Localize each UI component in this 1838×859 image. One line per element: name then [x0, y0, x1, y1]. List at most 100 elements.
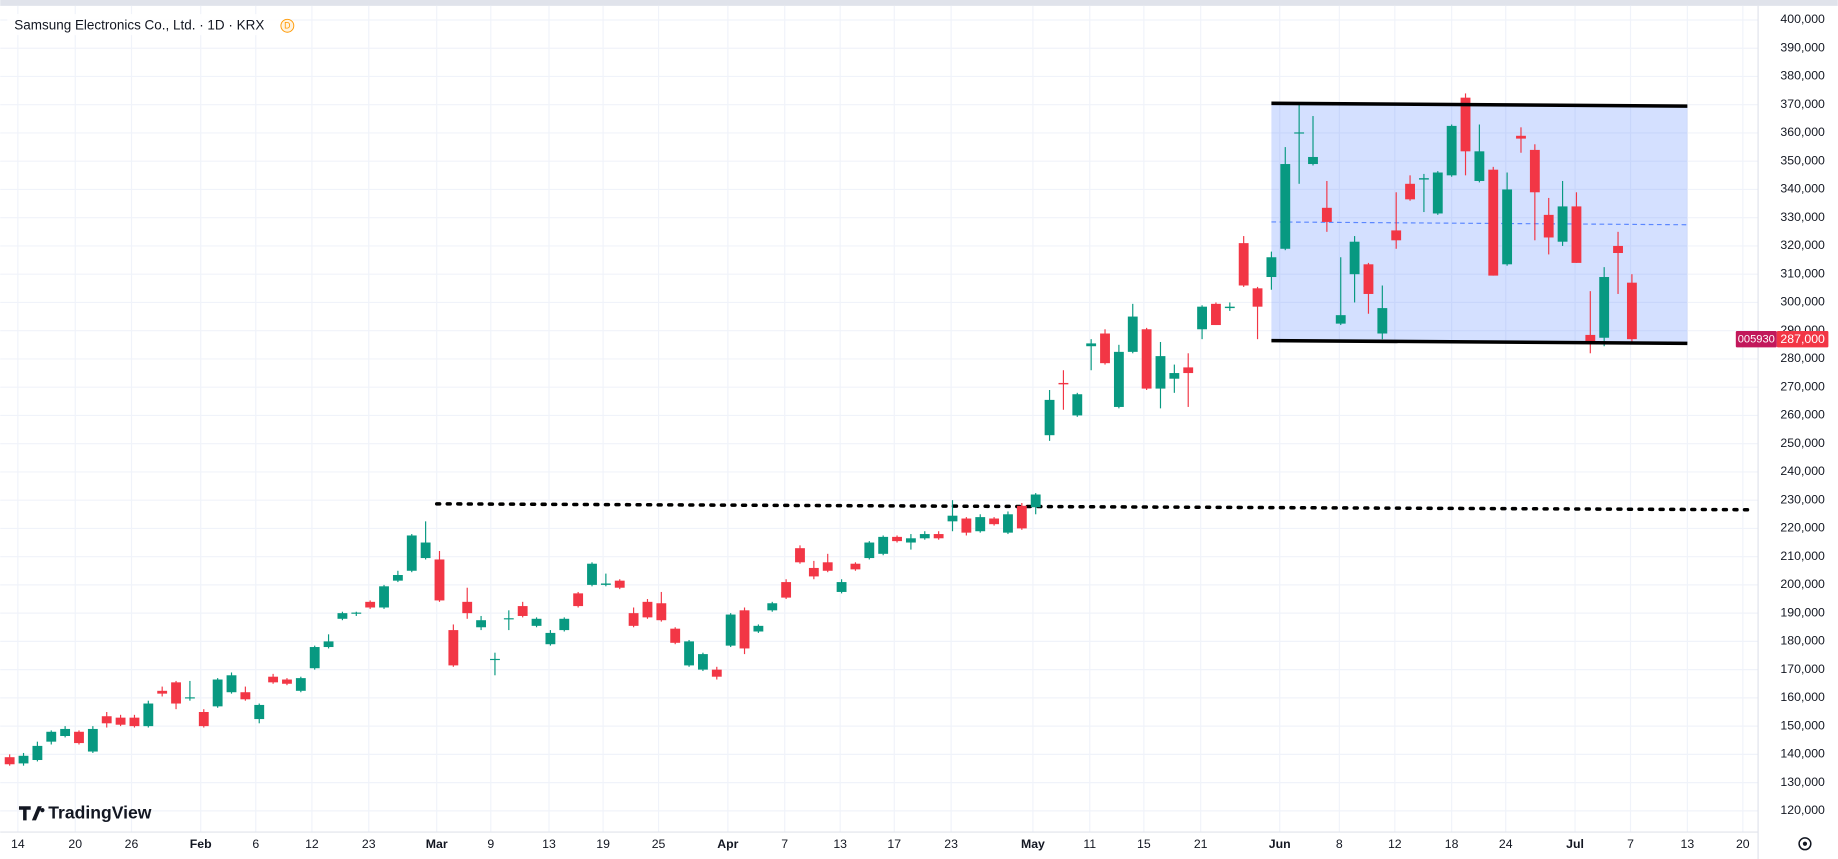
candle-body — [905, 538, 916, 543]
x-tick-label: 8 — [1336, 837, 1343, 851]
candle-body — [309, 647, 320, 669]
x-tick-label: 20 — [68, 837, 82, 851]
y-tick-label: 260,000 — [1780, 408, 1825, 422]
y-tick-label: 280,000 — [1780, 351, 1825, 365]
y-tick-label: 130,000 — [1780, 775, 1825, 789]
candle-body — [1377, 308, 1388, 334]
candle-body — [795, 548, 805, 563]
candle-body — [365, 601, 376, 608]
candle-body — [476, 620, 487, 628]
candle-body — [32, 745, 43, 761]
x-tick-label: 21 — [1194, 837, 1208, 851]
candle-body — [420, 542, 431, 559]
candle-body — [1613, 245, 1623, 254]
y-tick-label: 190,000 — [1780, 605, 1825, 619]
candle-body — [864, 542, 875, 559]
candle-body — [351, 612, 362, 614]
x-tick-label: 20 — [1736, 837, 1750, 851]
x-tick-label: 13 — [1681, 837, 1695, 851]
candle-body — [822, 562, 833, 571]
x-tick-label: Feb — [190, 837, 212, 851]
candle-body — [517, 606, 528, 616]
candle-body — [434, 559, 445, 601]
candle-body — [1585, 334, 1596, 344]
candle-body — [1211, 303, 1221, 326]
candle-body — [892, 536, 902, 542]
candle-body — [1391, 230, 1402, 241]
candle-body — [1474, 151, 1485, 181]
y-tick-label: 390,000 — [1780, 40, 1825, 54]
drawings-over — [1271, 101, 1688, 346]
y-tick-label: 360,000 — [1780, 125, 1825, 139]
candle-body — [87, 728, 98, 752]
candle-body — [268, 676, 279, 683]
candle-body — [392, 575, 403, 581]
y-tick-label: 310,000 — [1780, 266, 1825, 280]
brand-logo: TradingView — [18, 803, 152, 823]
candle-body — [947, 515, 958, 522]
candle-body — [1003, 514, 1013, 533]
candle-body — [406, 535, 417, 571]
candle-body — [101, 716, 112, 724]
candle-body — [628, 613, 639, 626]
candle-body — [226, 675, 237, 693]
candle-body — [711, 669, 722, 677]
price-label-bg — [1776, 330, 1829, 348]
x-tick-label: 12 — [305, 837, 319, 851]
candle-body — [850, 563, 861, 570]
candle-body — [1626, 282, 1637, 340]
x-tick-label: 23 — [944, 837, 958, 851]
y-tick-label: 270,000 — [1780, 379, 1825, 393]
x-tick-label: Apr — [717, 837, 738, 851]
candle-body — [698, 654, 708, 670]
x-tick-label: 14 — [11, 837, 25, 851]
candle-body — [642, 601, 653, 618]
badge: D — [284, 21, 290, 31]
candle-body — [656, 603, 667, 621]
candle-body — [503, 618, 514, 620]
settings-icon[interactable] — [1798, 837, 1812, 851]
x-tick-label: Jun — [1269, 837, 1291, 851]
candle-body — [559, 618, 570, 631]
x-tick-label: Mar — [426, 837, 448, 851]
top-border — [0, 0, 1838, 6]
settings-dot[interactable] — [1802, 841, 1808, 846]
y-tick-label: 140,000 — [1780, 747, 1825, 761]
candle-body — [1086, 343, 1097, 347]
candle-body — [1141, 329, 1152, 389]
candle-body — [18, 755, 29, 764]
candle-body — [1169, 373, 1180, 379]
y-tick-label: 240,000 — [1780, 464, 1825, 478]
settings-ring[interactable] — [1798, 837, 1812, 851]
candle-body — [46, 731, 57, 742]
y-tick-label: 150,000 — [1780, 718, 1825, 732]
y-tick-label: 180,000 — [1780, 634, 1825, 648]
grid — [0, 5, 1759, 833]
price-label: 287,000 — [1780, 332, 1825, 346]
candle-body — [1266, 257, 1277, 278]
candle-body — [1419, 178, 1429, 180]
candle-body — [753, 625, 764, 632]
candle-body — [545, 632, 556, 645]
candle-body — [808, 567, 819, 577]
x-tick-label: 18 — [1445, 837, 1459, 851]
x-tick-label: 19 — [596, 837, 610, 851]
x-tick-label: 25 — [652, 837, 666, 851]
x-tick-label: 13 — [833, 837, 847, 851]
badge-circle — [280, 18, 295, 33]
y-tick-label: 170,000 — [1780, 662, 1825, 676]
candle-body — [1072, 394, 1083, 416]
candle-body — [587, 563, 597, 585]
y-tick-label: 120,000 — [1780, 803, 1825, 817]
candle-body — [1238, 243, 1249, 286]
candle-body — [1183, 367, 1194, 374]
candle-body — [531, 618, 542, 626]
channel-top — [1271, 101, 1688, 108]
candle-body — [670, 628, 681, 643]
candle-body — [1155, 356, 1166, 389]
candle-body — [1030, 494, 1041, 508]
candle-body — [198, 712, 209, 727]
